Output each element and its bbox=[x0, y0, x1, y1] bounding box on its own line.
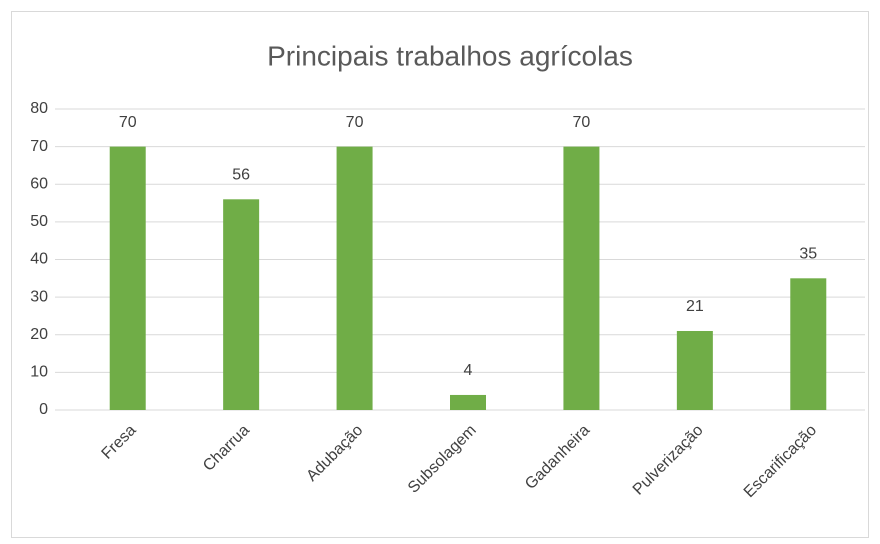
data-label: 56 bbox=[232, 167, 250, 184]
y-tick-label: 60 bbox=[30, 175, 48, 192]
y-tick-label: 20 bbox=[30, 326, 48, 343]
data-label: 70 bbox=[346, 114, 364, 131]
data-label: 70 bbox=[119, 114, 137, 131]
y-tick-label: 70 bbox=[30, 138, 48, 155]
bar bbox=[336, 146, 373, 410]
y-tick-label: 0 bbox=[39, 401, 48, 418]
bar bbox=[223, 199, 260, 410]
chart-title: Principais trabalhos agrícolas bbox=[267, 40, 633, 71]
y-tick-label: 10 bbox=[30, 364, 48, 381]
y-tick-label: 50 bbox=[30, 213, 48, 230]
bar bbox=[109, 146, 146, 410]
bar bbox=[790, 278, 827, 410]
data-label: 21 bbox=[686, 298, 704, 315]
data-label: 4 bbox=[464, 362, 473, 379]
bar bbox=[676, 330, 713, 410]
y-tick-label: 40 bbox=[30, 251, 48, 268]
data-label: 70 bbox=[573, 114, 591, 131]
chart-border bbox=[11, 11, 869, 538]
bar bbox=[563, 146, 600, 410]
y-tick-label: 80 bbox=[30, 100, 48, 117]
data-label: 35 bbox=[799, 246, 817, 263]
bar bbox=[450, 394, 486, 410]
y-tick-label: 30 bbox=[30, 288, 48, 305]
